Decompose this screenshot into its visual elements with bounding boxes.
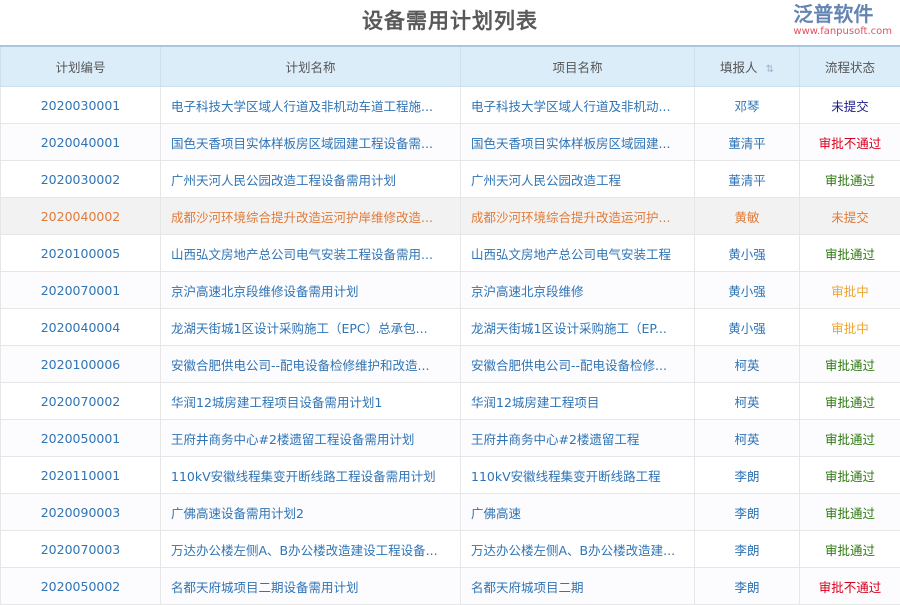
plan-name-link[interactable]: 万达办公楼左侧A、B办公楼改造建设工程设备... bbox=[161, 531, 461, 568]
plan-name-link[interactable]: 广佛高速设备需用计划2 bbox=[161, 494, 461, 531]
reporter-cell: 黄小强 bbox=[695, 309, 800, 346]
reporter-cell: 李朗 bbox=[695, 457, 800, 494]
status-cell: 审批不通过 bbox=[800, 568, 900, 605]
status-cell: 审批中 bbox=[800, 272, 900, 309]
status-cell: 审批通过 bbox=[800, 494, 900, 531]
col-header-id[interactable]: 计划编号 bbox=[1, 46, 161, 87]
project-name-cell: 电子科技大学区域人行道及非机动... bbox=[461, 87, 695, 124]
status-cell: 审批通过 bbox=[800, 235, 900, 272]
reporter-cell: 李朗 bbox=[695, 494, 800, 531]
plan-name-link[interactable]: 龙湖天街城1区设计采购施工（EPC）总承包... bbox=[161, 309, 461, 346]
col-header-project[interactable]: 项目名称 bbox=[461, 46, 695, 87]
project-name-cell: 安徽合肥供电公司--配电设备检修... bbox=[461, 346, 695, 383]
col-header-user[interactable]: 填报人 ⇅ bbox=[695, 46, 800, 87]
status-cell: 审批通过 bbox=[800, 457, 900, 494]
plan-name-link[interactable]: 国色天香项目实体样板房区域园建工程设备需... bbox=[161, 124, 461, 161]
status-cell: 审批通过 bbox=[800, 161, 900, 198]
status-cell: 审批通过 bbox=[800, 420, 900, 457]
plan-id-cell[interactable]: 2020100006 bbox=[1, 346, 161, 383]
project-name-cell: 广佛高速 bbox=[461, 494, 695, 531]
plan-name-link[interactable]: 110kV安徽线程集变开断线路工程设备需用计划 bbox=[161, 457, 461, 494]
plan-id-cell[interactable]: 2020100005 bbox=[1, 235, 161, 272]
plan-id-cell[interactable]: 2020050001 bbox=[1, 420, 161, 457]
reporter-cell: 黄敏 bbox=[695, 198, 800, 235]
watermark-url: www.fanpusoft.com bbox=[793, 26, 892, 38]
plan-name-link[interactable]: 王府井商务中心#2楼遗留工程设备需用计划 bbox=[161, 420, 461, 457]
col-header-plan[interactable]: 计划名称 bbox=[161, 46, 461, 87]
reporter-cell: 黄小强 bbox=[695, 235, 800, 272]
sort-icon[interactable]: ⇅ bbox=[766, 64, 774, 75]
project-name-cell: 华润12城房建工程项目 bbox=[461, 383, 695, 420]
col-header-user-label: 填报人 bbox=[720, 60, 758, 75]
plan-id-cell[interactable]: 2020070001 bbox=[1, 272, 161, 309]
project-name-cell: 110kV安徽线程集变开断线路工程 bbox=[461, 457, 695, 494]
plan-id-cell[interactable]: 2020110001 bbox=[1, 457, 161, 494]
plan-id-cell[interactable]: 2020070002 bbox=[1, 383, 161, 420]
plan-name-link[interactable]: 名都天府城项目二期设备需用计划 bbox=[161, 568, 461, 605]
project-name-cell: 万达办公楼左侧A、B办公楼改造建... bbox=[461, 531, 695, 568]
project-name-cell: 成都沙河环境综合提升改造运河护... bbox=[461, 198, 695, 235]
plan-id-cell[interactable]: 2020050002 bbox=[1, 568, 161, 605]
reporter-cell: 柯英 bbox=[695, 346, 800, 383]
plan-name-link[interactable]: 电子科技大学区域人行道及非机动车道工程施... bbox=[161, 87, 461, 124]
plan-id-cell[interactable]: 2020040004 bbox=[1, 309, 161, 346]
page-title: 设备需用计划列表 bbox=[0, 0, 900, 45]
plan-id-cell[interactable]: 2020030002 bbox=[1, 161, 161, 198]
project-name-cell: 京沪高速北京段维修 bbox=[461, 272, 695, 309]
reporter-cell: 柯英 bbox=[695, 420, 800, 457]
project-name-cell: 广州天河人民公园改造工程 bbox=[461, 161, 695, 198]
plan-name-link[interactable]: 山西弘文房地产总公司电气安装工程设备需用... bbox=[161, 235, 461, 272]
plan-id-cell[interactable]: 2020030001 bbox=[1, 87, 161, 124]
reporter-cell: 邓琴 bbox=[695, 87, 800, 124]
project-name-cell: 名都天府城项目二期 bbox=[461, 568, 695, 605]
reporter-cell: 李朗 bbox=[695, 568, 800, 605]
plan-id-cell[interactable]: 2020040001 bbox=[1, 124, 161, 161]
status-cell: 审批中 bbox=[800, 309, 900, 346]
status-cell: 审批通过 bbox=[800, 383, 900, 420]
plan-name-link[interactable]: 安徽合肥供电公司--配电设备检修维护和改造... bbox=[161, 346, 461, 383]
project-name-cell: 龙湖天街城1区设计采购施工（EP... bbox=[461, 309, 695, 346]
plan-name-link[interactable]: 成都沙河环境综合提升改造运河护岸维修改造... bbox=[161, 198, 461, 235]
project-name-cell: 山西弘文房地产总公司电气安装工程 bbox=[461, 235, 695, 272]
plan-name-link[interactable]: 京沪高速北京段维修设备需用计划 bbox=[161, 272, 461, 309]
plan-id-cell[interactable]: 2020070003 bbox=[1, 531, 161, 568]
reporter-cell: 柯英 bbox=[695, 383, 800, 420]
plan-name-link[interactable]: 广州天河人民公园改造工程设备需用计划 bbox=[161, 161, 461, 198]
reporter-cell: 董清平 bbox=[695, 124, 800, 161]
reporter-cell: 董清平 bbox=[695, 161, 800, 198]
reporter-cell: 李朗 bbox=[695, 531, 800, 568]
plan-name-link[interactable]: 华润12城房建工程项目设备需用计划1 bbox=[161, 383, 461, 420]
status-cell: 未提交 bbox=[800, 87, 900, 124]
watermark-text: 泛普软件 bbox=[793, 2, 873, 26]
status-cell: 审批通过 bbox=[800, 346, 900, 383]
plan-id-cell[interactable]: 2020040002 bbox=[1, 198, 161, 235]
project-name-cell: 国色天香项目实体样板房区域园建... bbox=[461, 124, 695, 161]
status-cell: 未提交 bbox=[800, 198, 900, 235]
reporter-cell: 黄小强 bbox=[695, 272, 800, 309]
status-cell: 审批通过 bbox=[800, 531, 900, 568]
table-header: 计划编号 计划名称 项目名称 填报人 ⇅ 流程状态 bbox=[1, 46, 900, 87]
project-name-cell: 王府井商务中心#2楼遗留工程 bbox=[461, 420, 695, 457]
plan-id-cell[interactable]: 2020090003 bbox=[1, 494, 161, 531]
col-header-status[interactable]: 流程状态 bbox=[800, 46, 900, 87]
status-cell: 审批不通过 bbox=[800, 124, 900, 161]
